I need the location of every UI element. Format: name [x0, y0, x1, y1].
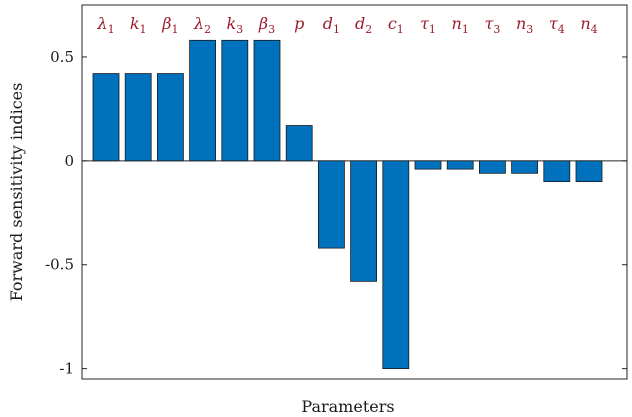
parameter-label: p: [294, 14, 304, 33]
parameter-label: τ3: [484, 14, 500, 36]
parameter-label: k1: [130, 14, 147, 36]
bar: [124, 73, 152, 162]
parameter-label: τ4: [549, 14, 565, 36]
parameter-label: λ1: [96, 14, 114, 36]
bar: [543, 160, 571, 183]
bar: [253, 39, 281, 162]
y-tick-label: -0.5: [45, 256, 74, 274]
bar: [189, 39, 217, 162]
parameter-label: β1: [161, 14, 178, 36]
y-tick-label: 0.5: [50, 48, 74, 66]
parameter-label: n4: [580, 14, 597, 36]
bar: [478, 160, 506, 174]
y-tick-label: -1: [59, 360, 74, 378]
y-tick-label: 0: [64, 152, 74, 170]
bar: [446, 160, 474, 170]
bar: [414, 160, 442, 170]
parameter-label: d1: [323, 14, 340, 36]
parameter-label: λ2: [193, 14, 211, 36]
y-axis-ticks: 0.5 0 -0.5 -1: [45, 48, 627, 378]
x-axis-label: Parameters: [301, 397, 394, 416]
bar: [575, 160, 603, 183]
parameter-label: n1: [452, 14, 469, 36]
parameter-label: k3: [226, 14, 243, 36]
parameter-label: β3: [258, 14, 275, 36]
parameter-label: τ1: [420, 14, 436, 36]
bar: [382, 160, 410, 370]
bar: [92, 73, 120, 162]
parameter-label: d2: [355, 14, 372, 36]
y-axis-label: Forward sensitivity indices: [7, 83, 26, 302]
bar: [350, 160, 378, 282]
parameter-label: c1: [388, 14, 404, 36]
bar: [285, 125, 313, 162]
bar: [156, 73, 184, 162]
bars: [92, 39, 603, 370]
bar: [511, 160, 539, 174]
bar: [221, 39, 249, 162]
parameter-label: n3: [516, 14, 533, 36]
bar: [317, 160, 345, 249]
parameter-labels: λ1 k1 β1 λ2 k3 β3 p d1 d2 c1 τ1 n1 τ3 n3 τ4 n4: [96, 14, 597, 36]
